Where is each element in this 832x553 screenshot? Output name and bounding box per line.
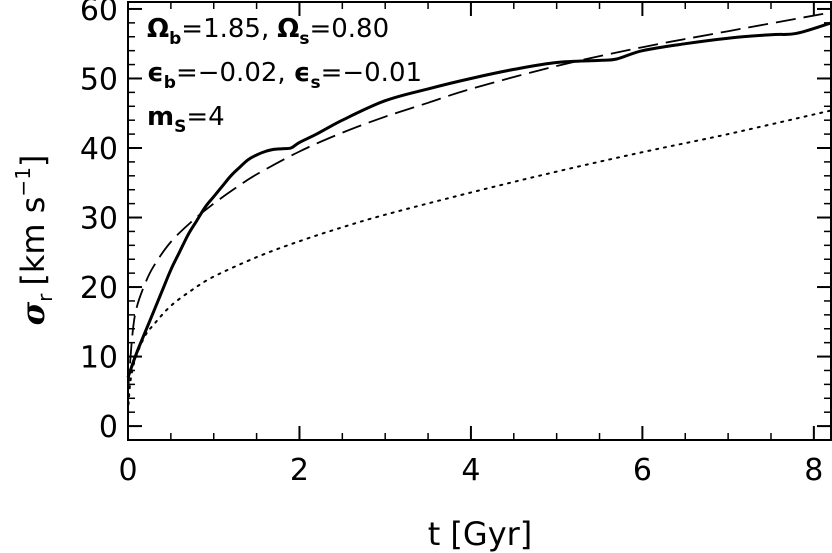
y-tick-label: 50 <box>80 62 118 97</box>
plot-frame <box>127 1 832 441</box>
annotation-line: mS=4 <box>147 102 225 137</box>
x-tick-label: 8 <box>804 453 823 488</box>
y-tick-label: 60 <box>80 0 118 28</box>
annotation-subscript: b <box>164 73 176 93</box>
annotation-symbol: Ω <box>147 14 169 44</box>
x-tick-label: 4 <box>461 453 480 488</box>
annotation-symbol: Ω <box>277 14 299 44</box>
annotation-subscript: b <box>169 29 181 49</box>
y-axis-label-close: ] <box>14 155 52 167</box>
y-tick-label: 20 <box>80 271 118 306</box>
label-layer: 0 2 4 6 8 0 10 20 30 40 50 60 <box>80 0 824 488</box>
annotation-symbol: ϵ <box>294 58 311 88</box>
tick-layer <box>127 2 831 440</box>
annotation-value: =−0.02, <box>176 58 286 88</box>
x-tick-label: 2 <box>290 453 309 488</box>
annotation-value: =−0.01 <box>321 58 422 88</box>
annotation-line: ϵb=−0.02, ϵs=−0.01 <box>147 58 422 93</box>
y-axis-label: σr [km s−1] <box>11 155 57 326</box>
annotation-line: Ωb=1.85, Ωs=0.80 <box>147 14 389 49</box>
y-tick-label: 10 <box>80 341 118 376</box>
annotation-symbol: ϵ <box>147 58 164 88</box>
series-line-dashed <box>127 11 832 392</box>
annotation-subscript: S <box>174 117 186 137</box>
y-axis-label-subscript: r <box>33 293 57 302</box>
series-layer <box>126 11 832 414</box>
series-line-dotted <box>127 109 832 414</box>
annotation-symbol: m <box>147 102 174 132</box>
annotation-value: =4 <box>186 102 224 132</box>
annotation-subscript: s <box>299 29 309 49</box>
annotation-subscript: s <box>310 73 320 93</box>
series-line-solid <box>126 21 832 378</box>
y-tick-label: 30 <box>80 202 118 237</box>
x-tick-label: 6 <box>633 453 652 488</box>
x-axis-label: t [Gyr] <box>428 515 533 553</box>
x-tick-label: 0 <box>118 453 137 488</box>
y-axis-label-exponent: −1 <box>11 167 35 196</box>
svg-text:σr[km s−1]: σr [km s−1] <box>11 155 57 326</box>
y-axis-label-symbol: σ <box>14 301 52 325</box>
y-tick-label: 40 <box>80 132 118 167</box>
y-tick-label: 0 <box>99 410 118 445</box>
annotation-value: =0.80 <box>309 14 389 44</box>
annotation-value: =1.85, <box>181 14 269 44</box>
y-axis-label-unit: [km s <box>14 197 52 286</box>
